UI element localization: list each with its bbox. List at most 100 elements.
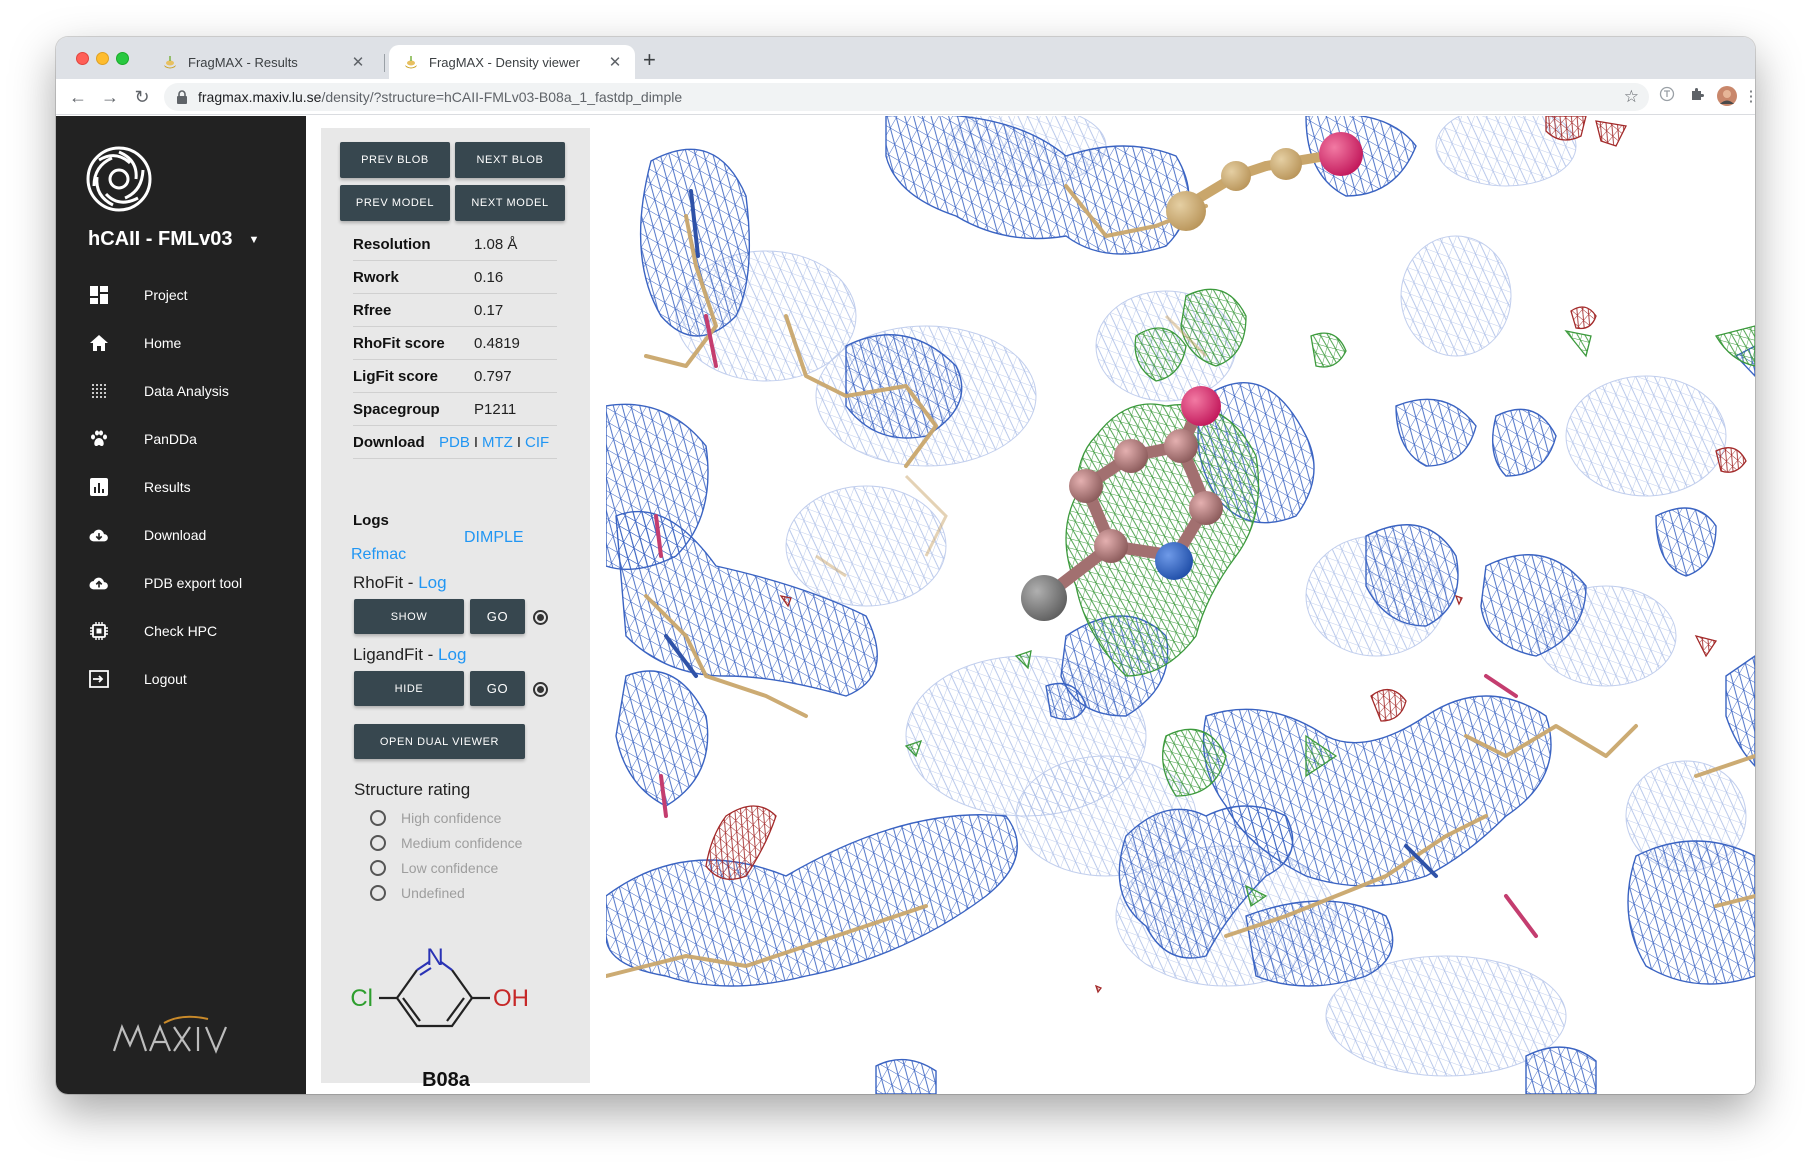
- density-map-render[interactable]: [606, 116, 1755, 1094]
- sidebar-item-home[interactable]: Home: [56, 319, 306, 367]
- link-separator: I: [473, 433, 479, 451]
- grid-dots-icon: [89, 381, 109, 401]
- stats-table: Resolution 1.08 Å Rwork 0.16 Rfree 0.17 Rho…: [353, 228, 557, 459]
- ligandfit-label: LigandFit - Log: [353, 645, 466, 665]
- next-blob-button[interactable]: NEXT BLOB: [455, 142, 565, 178]
- address-bar[interactable]: fragmax.maxiv.lu.se/density/?structure=h…: [164, 83, 1649, 111]
- sidebar-item-pdb-export-tool[interactable]: PDB export tool: [56, 559, 306, 607]
- next-model-button[interactable]: NEXT MODEL: [455, 185, 565, 221]
- sidebar-item-label: PDB export tool: [144, 575, 243, 591]
- ligandfit-radio[interactable]: [533, 682, 548, 697]
- rating-option-undefined[interactable]: Undefined: [370, 883, 465, 903]
- project-selector[interactable]: hCAII - FMLv03 ▼: [88, 228, 259, 251]
- ligandfit-go-button[interactable]: GO: [470, 671, 525, 706]
- browser-window: FragMAX - Results ✕ FragMAX - Density vi…: [56, 37, 1755, 1094]
- stat-key: Rwork: [353, 268, 399, 286]
- ligand-carbon-atom: [1114, 439, 1148, 473]
- new-tab-button[interactable]: +: [643, 47, 656, 72]
- sidebar: hCAII - FMLv03 ▼ Project Home Data Analy…: [56, 116, 306, 1094]
- prev-model-button[interactable]: PREV MODEL: [340, 185, 450, 221]
- paw-icon: [89, 429, 109, 449]
- minimize-window-button[interactable]: [96, 52, 109, 65]
- radio-circle[interactable]: [370, 835, 386, 851]
- sidebar-item-label: Data Analysis: [144, 383, 229, 399]
- cloud-upload-icon: [89, 573, 109, 593]
- hydroxyl-label: OH: [493, 985, 529, 1012]
- tab-density-viewer[interactable]: FragMAX - Density viewer ✕: [389, 45, 635, 79]
- sidebar-item-results[interactable]: Results: [56, 463, 306, 511]
- prev-blob-button[interactable]: PREV BLOB: [340, 142, 450, 178]
- rhofit-go-button[interactable]: GO: [470, 599, 525, 634]
- sidebar-item-label: Results: [144, 479, 191, 495]
- maximize-window-button[interactable]: [116, 52, 129, 65]
- stat-key: LigFit score: [353, 367, 439, 385]
- rhofit-show-button[interactable]: SHOW: [354, 599, 464, 634]
- ligand-nitrogen-atom: [1155, 542, 1193, 580]
- ligand-oxygen-atom: [1181, 386, 1221, 426]
- sidebar-item-project[interactable]: Project: [56, 271, 306, 319]
- rating-option-label: Medium confidence: [401, 835, 523, 851]
- stat-key: Resolution: [353, 235, 431, 253]
- maxiv-laboratory-logo-icon: [112, 1015, 228, 1054]
- extensions-puzzle-icon[interactable]: [1686, 86, 1708, 108]
- download-cif-link[interactable]: CIF: [525, 433, 550, 451]
- stat-key: Download: [353, 433, 425, 451]
- rhofit-radio[interactable]: [533, 610, 548, 625]
- ligand-carbon-atom: [1094, 529, 1128, 563]
- sidebar-item-download[interactable]: Download: [56, 511, 306, 559]
- cloud-download-icon: [89, 525, 109, 545]
- fragmax-favicon-icon: [405, 56, 417, 69]
- close-window-button[interactable]: [76, 52, 89, 65]
- density-viewer-canvas[interactable]: [606, 116, 1755, 1094]
- ligand-atom: [1166, 191, 1206, 231]
- radio-circle[interactable]: [370, 860, 386, 876]
- back-arrow-icon[interactable]: ←: [69, 87, 87, 107]
- open-dual-viewer-button[interactable]: OPEN DUAL VIEWER: [354, 724, 525, 759]
- ligand-atom: [1319, 132, 1363, 176]
- project-name: hCAII - FMLv03: [88, 228, 233, 250]
- rating-option-low[interactable]: Low confidence: [370, 858, 498, 878]
- stat-value: 0.17: [474, 301, 504, 319]
- bookmark-star-icon[interactable]: ☆: [1623, 87, 1639, 106]
- dimple-log-link[interactable]: DIMPLE: [464, 529, 524, 546]
- tab-results[interactable]: FragMAX - Results ✕: [148, 45, 378, 79]
- sidebar-item-label: Home: [144, 335, 182, 351]
- rating-option-label: Undefined: [401, 885, 465, 901]
- profile-avatar[interactable]: [1716, 86, 1738, 108]
- stat-row-download: Download PDB I MTZ I CIF: [353, 426, 557, 459]
- ligand-atom: [1270, 148, 1302, 180]
- ligand-atom: [1221, 161, 1251, 191]
- stat-row-rhofit-score: RhoFit score 0.4819: [353, 327, 557, 360]
- rating-option-label: High confidence: [401, 810, 502, 826]
- sidebar-item-pandda[interactable]: PanDDa: [56, 415, 306, 463]
- fragmax-logo-icon[interactable]: [86, 146, 152, 212]
- rating-option-medium[interactable]: Medium confidence: [370, 833, 522, 853]
- sidebar-item-data-analysis[interactable]: Data Analysis: [56, 367, 306, 415]
- rhofit-log-link[interactable]: Log: [418, 573, 447, 592]
- download-pdb-link[interactable]: PDB: [439, 433, 470, 451]
- sidebar-item-label: PanDDa: [144, 431, 197, 447]
- ligandfit-hide-button[interactable]: HIDE: [354, 671, 464, 706]
- rating-option-high[interactable]: High confidence: [370, 808, 501, 828]
- bar-chart-icon: [89, 477, 109, 497]
- radio-circle[interactable]: [370, 885, 386, 901]
- ligandfit-log-link[interactable]: Log: [438, 645, 467, 664]
- refmac-log-link[interactable]: Refmac: [351, 546, 407, 563]
- radio-circle[interactable]: [370, 810, 386, 826]
- url-path: /density/?structure=hCAII-FMLv03-B08a_1_…: [321, 89, 683, 105]
- stat-key: RhoFit score: [353, 334, 445, 352]
- close-tab-icon[interactable]: ✕: [608, 54, 622, 71]
- reload-icon[interactable]: ↻: [134, 87, 150, 107]
- forward-arrow-icon[interactable]: →: [101, 87, 119, 107]
- sidebar-item-check-hpc[interactable]: Check HPC: [56, 607, 306, 655]
- caret-down-icon: ▼: [248, 233, 260, 246]
- url-host: fragmax.maxiv.lu.se: [198, 89, 322, 105]
- download-mtz-link[interactable]: MTZ: [482, 433, 513, 451]
- sidebar-item-logout[interactable]: Logout: [56, 655, 306, 703]
- close-tab-icon[interactable]: ✕: [351, 54, 365, 71]
- tab-title: FragMAX - Density viewer: [429, 54, 580, 70]
- translate-icon[interactable]: [1656, 86, 1678, 108]
- kebab-menu-icon[interactable]: ⋮: [1743, 88, 1756, 105]
- stat-row-spacegroup: Spacegroup P1211: [353, 393, 557, 426]
- stat-key: Rfree: [353, 301, 392, 319]
